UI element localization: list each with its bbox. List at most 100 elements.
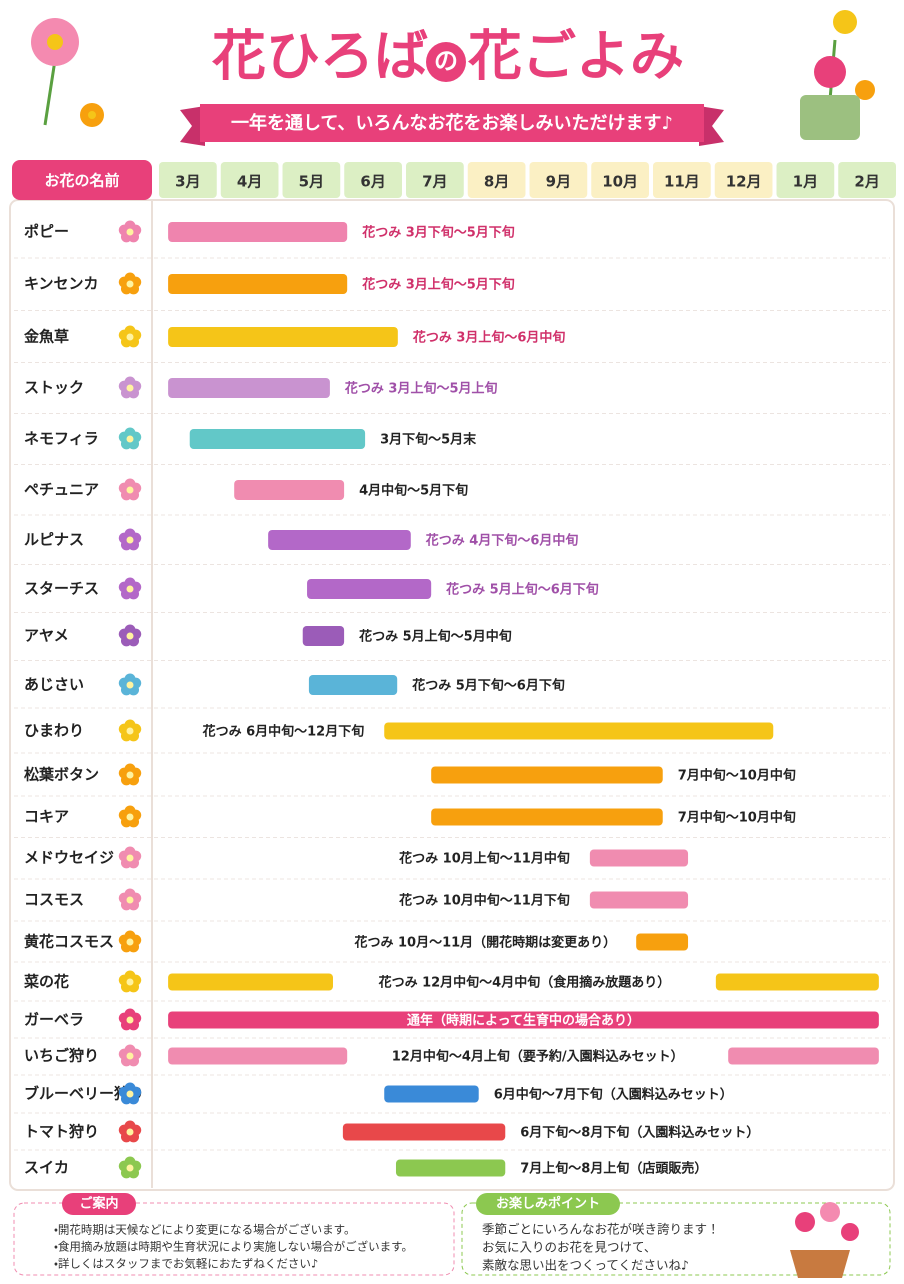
flower-icon — [126, 854, 134, 862]
points-title: お楽しみポイント — [496, 1196, 600, 1212]
flower-name: ひまわり — [24, 722, 84, 740]
month-header: 10月 — [602, 173, 638, 191]
flower-name: 松葉ボタン — [24, 766, 99, 784]
flower-icon — [126, 536, 134, 544]
period-bar — [168, 327, 398, 347]
period-label: 7月上旬～8月上旬（店頭販売） — [520, 1161, 707, 1177]
month-header-bg — [159, 162, 217, 198]
flower-name: アヤメ — [24, 627, 69, 645]
period-bar — [168, 222, 348, 242]
month-header: 6月 — [360, 173, 385, 191]
period-label: 花つみ 12月中旬～4月中旬（食用摘み放題あり） — [378, 975, 671, 991]
month-header: 4月 — [237, 173, 262, 191]
period-label: 6月下旬～8月下旬（入園料込みセット） — [520, 1125, 759, 1141]
info-item: ・開花時期は天候などにより変更になる場合がございます。 — [54, 1223, 356, 1237]
flower-icon — [126, 1052, 134, 1060]
flower-icon — [126, 681, 134, 689]
flower-name: トマト狩り — [24, 1123, 99, 1141]
period-bar — [189, 429, 366, 449]
month-header: 7月 — [422, 173, 447, 191]
flower-icon — [126, 727, 134, 735]
flower-name: あじさい — [24, 676, 84, 694]
flower-name: 菜の花 — [23, 973, 69, 991]
flower-icon — [126, 384, 134, 392]
period-bar — [431, 808, 663, 826]
period-bar — [268, 530, 411, 550]
period-bar — [168, 973, 333, 991]
info-box — [13, 1202, 455, 1276]
period-bar — [168, 1047, 348, 1065]
flower-icon — [126, 1090, 134, 1098]
period-label: 4月中旬～5月下旬 — [359, 483, 468, 499]
period-label: 7月中旬～10月中旬 — [678, 810, 796, 826]
info-item: ・食用摘み放題は時期や生育状況により実施しない場合がございます。 — [54, 1240, 413, 1254]
period-label: 花つみ 10月～11月（開花時期は変更あり） — [353, 935, 616, 951]
title-circle — [426, 42, 466, 82]
month-header-bg — [282, 162, 341, 198]
period-label: 花つみ 3月上旬～5月上旬 — [344, 381, 498, 397]
month-header-bg — [467, 162, 526, 198]
month-header: 2月 — [854, 173, 879, 191]
month-header-bg — [591, 162, 649, 198]
flower-name: コスモス — [24, 891, 84, 909]
month-header-bg — [344, 162, 402, 198]
period-label: 花つみ 10月中旬～11月下旬 — [398, 893, 570, 909]
points-box — [461, 1202, 891, 1276]
flower-name: ネモフィラ — [24, 430, 99, 448]
period-label: 花つみ 5月上旬～6月下旬 — [445, 582, 599, 598]
flower-name: 金魚草 — [24, 328, 69, 346]
period-label: 6月中旬～7月下旬（入園料込みセット） — [494, 1087, 733, 1103]
title: 花ひろば — [211, 25, 428, 88]
ribbon-end — [180, 106, 205, 146]
period-bar — [307, 579, 432, 599]
points-line: お気に入りのお花を見つけて、 — [482, 1240, 656, 1255]
name-header-bg — [12, 160, 152, 200]
flower-icon — [126, 813, 134, 821]
period-label: 花つみ 5月下旬～6月下旬 — [411, 678, 565, 694]
decoration — [790, 1202, 859, 1278]
title: の — [434, 47, 458, 75]
flower-icon — [126, 585, 134, 593]
period-bar — [431, 766, 663, 784]
period-bar — [168, 1011, 879, 1029]
decoration — [31, 10, 875, 140]
period-label: 花つみ 6月中旬～12月下旬 — [202, 724, 365, 740]
month-header: 1月 — [793, 173, 818, 191]
period-bar — [342, 1123, 506, 1141]
flower-name: ペチュニア — [24, 481, 99, 499]
flower-name: ガーベラ — [24, 1011, 84, 1029]
period-label: 7月中旬～10月中旬 — [678, 768, 796, 784]
flower-name: コキア — [24, 808, 69, 826]
period-bar — [168, 378, 330, 398]
month-header: 3月 — [175, 173, 200, 191]
period-label: 通年（時期によって生育中の場合あり） — [407, 1013, 640, 1029]
flower-name: 黄花コスモス — [24, 933, 114, 951]
flower-icon — [126, 978, 134, 986]
period-bar — [589, 891, 689, 909]
month-header-bg — [838, 162, 896, 198]
flower-name: いちご狩り — [24, 1047, 99, 1065]
period-bar — [302, 626, 345, 646]
flower-name: ルピナス — [24, 531, 84, 549]
period-bar — [636, 933, 689, 951]
period-bar — [395, 1159, 506, 1177]
flower-icon — [126, 771, 134, 779]
month-header: 5月 — [299, 173, 324, 191]
subtitle: 一年を通して、いろんなお花をお楽しみいただけます♪ — [231, 112, 673, 134]
month-header: 9月 — [546, 173, 571, 191]
ribbon-end — [699, 106, 724, 146]
points-line: 季節ごとにいろんなお花が咲き誇ります！ — [482, 1222, 720, 1237]
period-label: 花つみ 3月上旬～5月下旬 — [361, 277, 515, 293]
flower-icon — [126, 1164, 134, 1172]
title: 花ごよみ — [467, 25, 684, 88]
flower-icon — [126, 896, 134, 904]
month-header-bg — [220, 162, 279, 198]
period-label: 12月中旬～4月上旬（要予約/入園料込みセット） — [392, 1049, 684, 1065]
name-header: お花の名前 — [44, 172, 119, 190]
month-header-bg — [653, 162, 711, 198]
flower-icon — [126, 333, 134, 341]
flower-icon — [126, 435, 134, 443]
